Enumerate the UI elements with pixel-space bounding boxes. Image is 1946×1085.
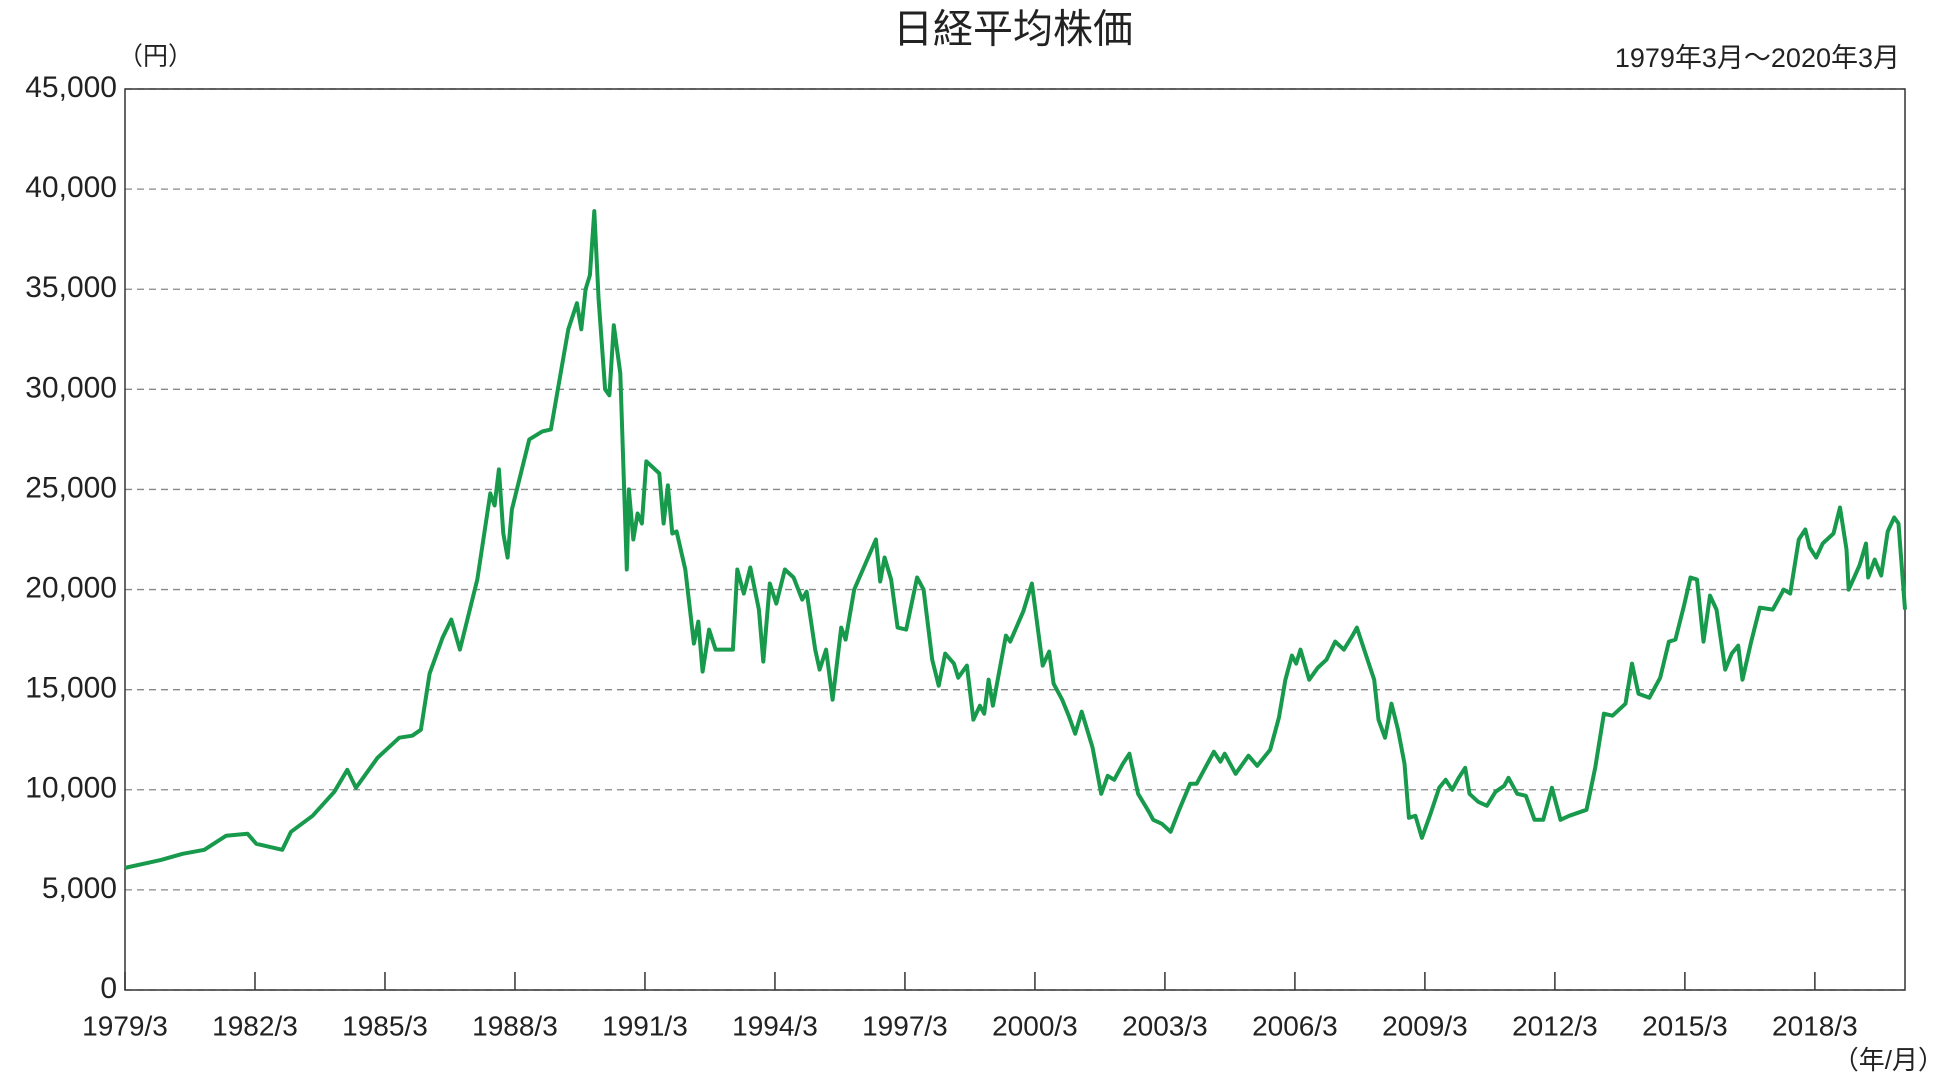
y-tick-label: 10,000 — [25, 772, 117, 805]
y-tick-label: 0 — [100, 972, 117, 1005]
x-tick-label: 1985/3 — [342, 1010, 428, 1041]
x-tick-label: 1988/3 — [472, 1010, 558, 1041]
chart-subtitle: 1979年3月～2020年3月 — [1615, 43, 1900, 73]
y-tick-label: 40,000 — [25, 171, 117, 204]
y-tick-label: 35,000 — [25, 271, 117, 304]
x-tick-label: 2003/3 — [1122, 1010, 1208, 1041]
x-tick-label: 1982/3 — [212, 1010, 298, 1041]
y-tick-label: 45,000 — [25, 71, 117, 104]
x-tick-label: 1994/3 — [732, 1010, 818, 1041]
y-tick-label: 30,000 — [25, 371, 117, 404]
y-tick-label: 25,000 — [25, 471, 117, 504]
y-axis-unit: （円） — [118, 43, 193, 71]
plot-frame — [124, 88, 1906, 991]
y-tick-label: 20,000 — [25, 571, 117, 604]
x-tick-label: 2000/3 — [992, 1010, 1078, 1041]
x-tick-label: 1997/3 — [862, 1010, 948, 1041]
y-tick-label: 15,000 — [25, 672, 117, 705]
x-tick-label: 2012/3 — [1512, 1010, 1598, 1041]
x-tick-label: 1979/3 — [82, 1010, 168, 1041]
x-tick-label: 2006/3 — [1252, 1010, 1338, 1041]
x-tick-label: 2009/3 — [1382, 1010, 1468, 1041]
x-tick-label: 1991/3 — [602, 1010, 688, 1041]
chart-title: 日経平均株価 — [893, 8, 1133, 52]
x-axis-unit: （年/月） — [1833, 1045, 1944, 1075]
x-tick-label: 2018/3 — [1772, 1010, 1858, 1041]
x-tick-label: 2015/3 — [1642, 1010, 1728, 1041]
y-tick-label: 5,000 — [42, 872, 117, 905]
data-line — [124, 209, 1907, 870]
